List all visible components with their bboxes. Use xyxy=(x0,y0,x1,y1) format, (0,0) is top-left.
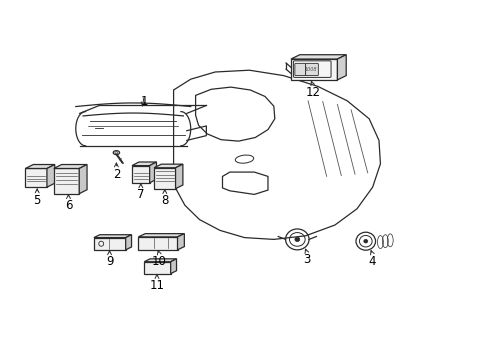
Text: 10: 10 xyxy=(152,255,166,268)
Polygon shape xyxy=(138,237,177,250)
Polygon shape xyxy=(25,165,55,168)
Text: 9: 9 xyxy=(105,255,113,268)
Polygon shape xyxy=(94,238,125,250)
Polygon shape xyxy=(54,165,87,168)
Text: 4: 4 xyxy=(368,255,376,268)
Polygon shape xyxy=(170,259,176,274)
Polygon shape xyxy=(290,55,346,59)
Polygon shape xyxy=(25,168,47,187)
Polygon shape xyxy=(149,162,156,183)
Text: 2: 2 xyxy=(112,168,120,181)
Text: 1008: 1008 xyxy=(305,67,317,72)
Polygon shape xyxy=(132,166,149,183)
Text: 12: 12 xyxy=(305,86,320,99)
Polygon shape xyxy=(138,234,184,237)
Polygon shape xyxy=(175,164,183,189)
Ellipse shape xyxy=(294,237,299,242)
Text: 8: 8 xyxy=(161,194,168,207)
Text: 1: 1 xyxy=(140,95,148,108)
Polygon shape xyxy=(125,235,131,250)
Polygon shape xyxy=(154,168,175,189)
Polygon shape xyxy=(290,59,337,80)
Polygon shape xyxy=(177,234,184,250)
Text: 6: 6 xyxy=(64,199,72,212)
Polygon shape xyxy=(144,262,170,274)
Text: 5: 5 xyxy=(33,194,41,207)
Text: 7: 7 xyxy=(137,188,144,201)
Polygon shape xyxy=(94,235,131,238)
Ellipse shape xyxy=(363,239,367,243)
Text: 3: 3 xyxy=(303,253,310,266)
Polygon shape xyxy=(47,165,55,187)
Polygon shape xyxy=(154,164,183,168)
FancyBboxPatch shape xyxy=(305,63,318,76)
Polygon shape xyxy=(54,168,79,194)
Polygon shape xyxy=(144,259,176,262)
Polygon shape xyxy=(79,165,87,194)
Polygon shape xyxy=(132,162,156,166)
FancyBboxPatch shape xyxy=(294,63,305,76)
Polygon shape xyxy=(337,55,346,80)
Text: 11: 11 xyxy=(149,279,164,292)
